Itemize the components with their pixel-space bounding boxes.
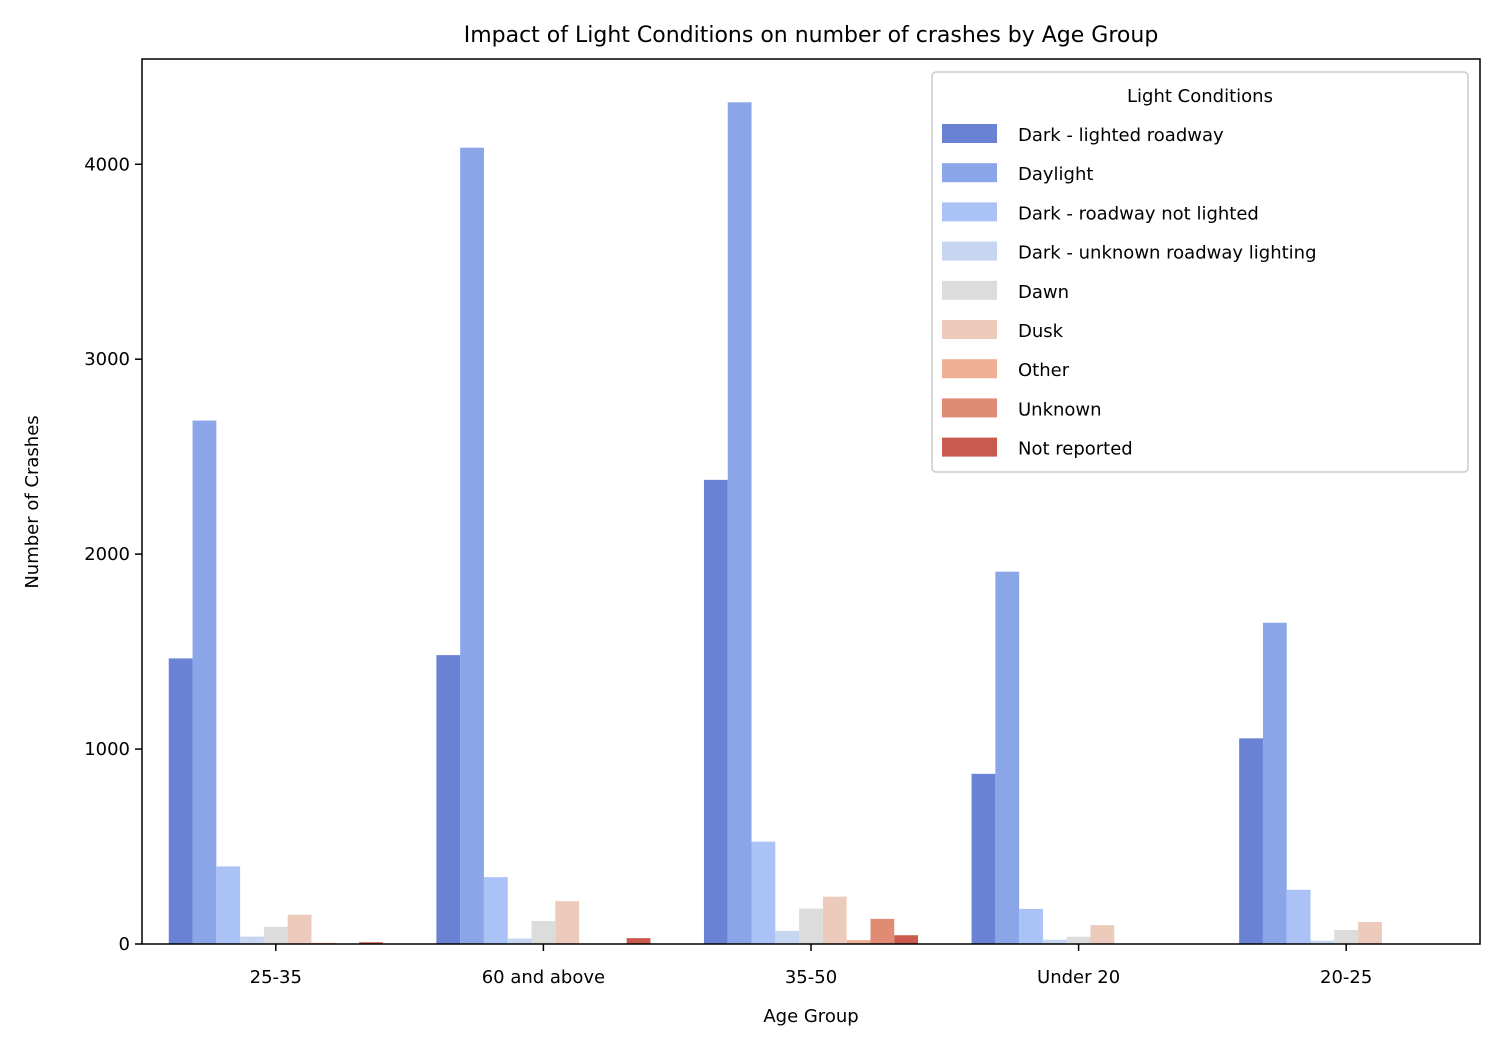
bar <box>1042 939 1067 944</box>
bar <box>436 655 461 944</box>
legend-swatch <box>942 280 997 300</box>
bars-layer <box>168 102 1382 945</box>
x-axis: 25-35 60 and above 35-50 Under 20 20-25 <box>250 944 1372 988</box>
legend-label: Not reported <box>1018 439 1133 460</box>
bar <box>483 877 508 944</box>
legend-swatch <box>942 359 997 379</box>
bar <box>240 936 264 944</box>
bar <box>531 921 556 944</box>
x-tick-label: 25-35 <box>250 967 302 988</box>
y-axis: 0 1000 2000 3000 4000 <box>84 154 142 955</box>
bar <box>1262 622 1287 944</box>
legend-swatch <box>942 398 997 418</box>
legend-label: Dark - roadway not lighted <box>1018 203 1259 224</box>
y-tick-label: 0 <box>119 934 130 955</box>
y-tick-label: 3000 <box>84 349 130 370</box>
bar <box>1286 889 1311 944</box>
legend-box <box>931 71 1469 473</box>
bar <box>555 901 580 944</box>
legend-label: Dark - unknown roadway lighting <box>1018 243 1317 264</box>
bar <box>775 930 800 944</box>
bar <box>216 866 241 944</box>
bar <box>822 896 847 944</box>
legend-label: Other <box>1018 360 1070 381</box>
bar <box>192 420 217 945</box>
legend-swatch <box>942 437 997 457</box>
bar <box>359 942 383 944</box>
legend-swatch <box>942 202 997 222</box>
bar <box>1358 921 1382 944</box>
y-tick-label: 2000 <box>84 544 130 565</box>
chart-title: Impact of Light Conditions on number of … <box>464 23 1159 48</box>
legend-swatch <box>942 320 997 339</box>
bar <box>626 938 651 944</box>
bar <box>703 479 728 944</box>
x-tick-label: 60 and above <box>482 967 605 988</box>
bar <box>507 938 532 944</box>
bar <box>894 935 919 944</box>
x-tick-label: 35-50 <box>785 967 837 988</box>
bar <box>846 940 871 944</box>
legend-swatch <box>942 124 997 143</box>
bar <box>870 918 895 944</box>
legend-title: Light Conditions <box>1127 86 1273 107</box>
bar <box>995 571 1020 944</box>
x-axis-label: Age Group <box>763 1006 858 1027</box>
y-tick-label: 4000 <box>84 154 130 175</box>
y-tick-label: 1000 <box>84 739 130 760</box>
bar <box>263 926 288 944</box>
bar <box>1019 908 1043 944</box>
bar <box>1310 940 1335 944</box>
bar <box>1090 925 1115 944</box>
bar <box>1239 738 1263 944</box>
legend-label: Daylight <box>1018 164 1093 185</box>
bar <box>751 841 776 944</box>
legend-label: Dark - lighted roadway <box>1018 125 1224 146</box>
bar <box>287 914 312 944</box>
legend-swatch <box>942 241 997 261</box>
legend-swatch <box>942 163 997 183</box>
legend-label: Unknown <box>1018 399 1102 420</box>
x-tick-label: 20-25 <box>1320 967 1372 988</box>
bar <box>727 102 752 944</box>
bar <box>460 147 484 944</box>
bar <box>799 908 823 944</box>
bar <box>168 658 193 944</box>
bar <box>1066 936 1091 944</box>
bar <box>971 773 996 944</box>
y-axis-label: Number of Crashes <box>22 415 43 588</box>
legend-label: Dawn <box>1018 282 1069 303</box>
legend-label: Dusk <box>1018 321 1064 342</box>
legend: Light Conditions Dark - lighted roadwayD… <box>931 71 1469 473</box>
bar <box>1334 929 1359 944</box>
x-tick-label: Under 20 <box>1037 967 1120 988</box>
legend-items: Dark - lighted roadway Daylight Dark - roa… <box>942 124 1317 460</box>
